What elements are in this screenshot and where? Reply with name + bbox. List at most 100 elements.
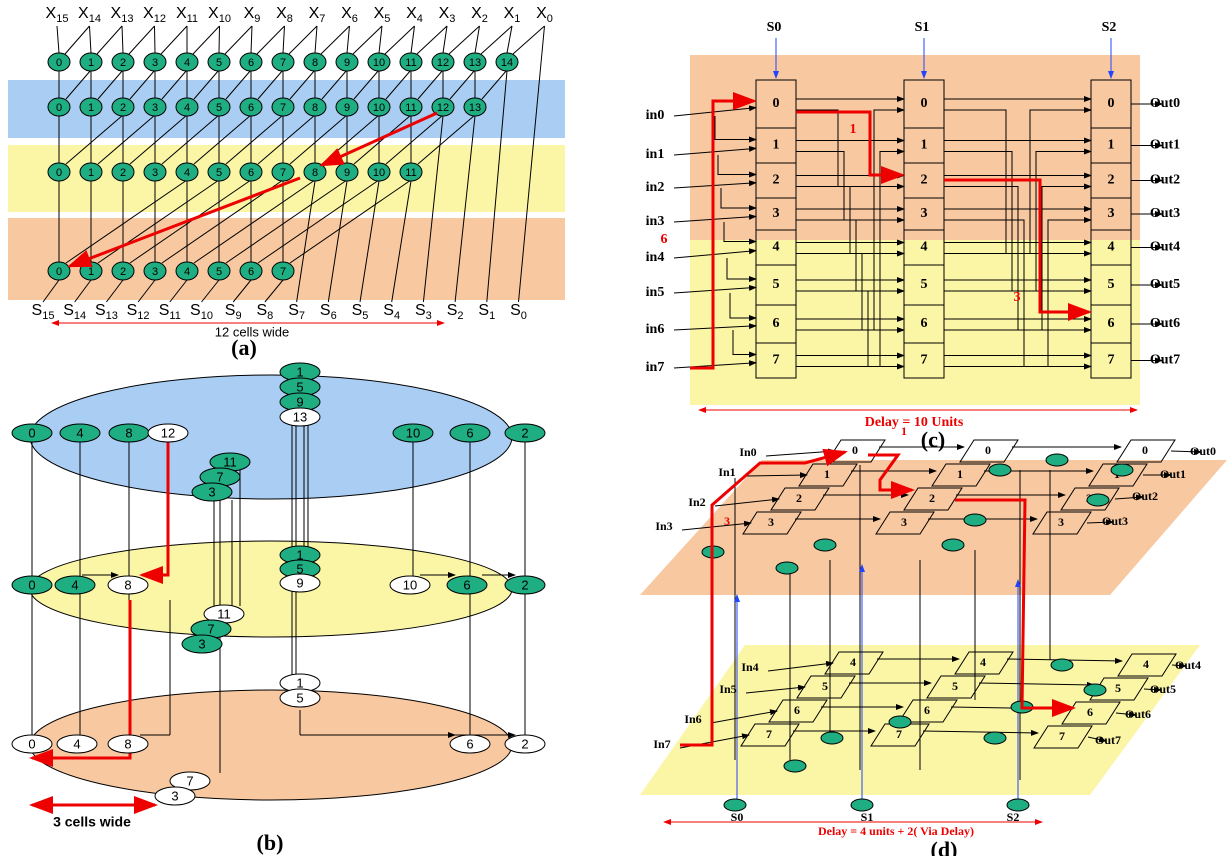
node-label: 6 — [466, 425, 473, 440]
output-label: Out6 — [1150, 316, 1180, 331]
node-label: 5 — [216, 167, 222, 179]
via — [1084, 684, 1106, 696]
node-label: 0 — [28, 425, 35, 440]
io-label: X1 — [504, 5, 521, 25]
cell-label: 6 — [1108, 316, 1115, 331]
select-label: S1 — [915, 20, 930, 35]
node-label: 3 — [171, 788, 178, 803]
output-label: Out2 — [1132, 489, 1158, 503]
via — [821, 732, 843, 744]
path-label: 3 — [724, 514, 730, 528]
io-label: X4 — [406, 5, 423, 25]
connector — [443, 26, 447, 53]
connector — [347, 26, 350, 53]
cell-label: 0 — [773, 96, 780, 111]
cell-label: 4 — [921, 240, 928, 255]
cell-label: 7 — [1059, 729, 1065, 743]
io-label: X5 — [374, 5, 391, 25]
cell-label: 6 — [794, 703, 800, 717]
note: Delay = 10 Units — [865, 415, 964, 430]
node-label: 6 — [248, 102, 254, 114]
select-label: S0 — [767, 20, 782, 35]
cell-label: 4 — [980, 655, 986, 669]
cell-label: 3 — [773, 206, 780, 221]
cell-label: 2 — [796, 491, 802, 505]
cell-label: 4 — [773, 240, 780, 255]
node-label: 9 — [344, 102, 350, 114]
cell-label: 2 — [929, 491, 935, 505]
cell-label: 3 — [901, 515, 907, 529]
node-label: 4 — [184, 102, 190, 114]
via — [1087, 494, 1109, 506]
layer-bottom — [30, 690, 512, 800]
connector — [155, 26, 156, 53]
node-label: 2 — [120, 167, 126, 179]
input-label: in6 — [646, 322, 665, 337]
output-label: Out1 — [1150, 138, 1180, 153]
node-label: 4 — [184, 167, 190, 179]
via — [964, 514, 986, 526]
via — [1046, 454, 1068, 466]
cell-label: 6 — [924, 703, 930, 717]
output-label: Out6 — [1125, 707, 1151, 721]
node-label: 4 — [184, 57, 190, 69]
figure: X15X14X13X12X11X10X9X8X7X6X5X4X3X2X1X0S1… — [0, 0, 1231, 856]
input-label: in5 — [646, 285, 665, 300]
connector — [289, 26, 317, 54]
cell-label: 0 — [921, 96, 928, 111]
node-label: 2 — [120, 266, 126, 278]
cell-label: 4 — [850, 655, 856, 669]
input-label: in3 — [646, 214, 665, 229]
node-label: 2 — [521, 425, 528, 440]
io-label: X11 — [176, 5, 198, 25]
node-label: 3 — [198, 636, 205, 651]
output-label: Out5 — [1150, 277, 1180, 292]
output-label: Out0 — [1150, 96, 1180, 111]
io-label: S4 — [383, 302, 400, 322]
input-label: In4 — [741, 660, 758, 674]
input-label: In2 — [688, 495, 705, 509]
via — [984, 732, 1006, 744]
note: 3 cells wide — [53, 814, 131, 830]
io-label: S0 — [510, 302, 527, 322]
input-label: in2 — [646, 180, 665, 195]
node-label: 5 — [296, 690, 303, 705]
node-label: 13 — [293, 409, 307, 424]
connector — [385, 26, 415, 54]
cell-label: 5 — [952, 679, 958, 693]
node-label: 1 — [88, 167, 94, 179]
io-label: X7 — [309, 5, 326, 25]
node-label: 11 — [405, 102, 416, 114]
output-label: Out7 — [1150, 353, 1180, 368]
input-label: In5 — [719, 682, 736, 696]
connector — [315, 26, 317, 53]
node-label: 9 — [296, 394, 303, 409]
node-label: 1 — [296, 364, 303, 379]
input-label: In0 — [739, 445, 756, 459]
node-label: 4 — [184, 266, 190, 278]
connector — [193, 26, 220, 54]
cell-label: 2 — [921, 173, 928, 188]
node-label: 3 — [208, 484, 215, 499]
layer-mid — [30, 541, 512, 637]
input-label: in4 — [646, 250, 665, 265]
node-label: 3 — [152, 102, 158, 114]
node-label: 13 — [469, 57, 481, 69]
cell-label: 4 — [1143, 657, 1149, 671]
node-label: 2 — [521, 577, 528, 592]
input-label: In6 — [684, 712, 701, 726]
node-label: 9 — [296, 575, 303, 590]
cell-label: 1 — [773, 138, 780, 153]
output-label: Out4 — [1150, 240, 1180, 255]
cell-label: 0 — [985, 443, 991, 457]
node-label: 12 — [437, 102, 449, 114]
input-label: in1 — [646, 147, 665, 162]
via — [989, 464, 1011, 476]
node-label: 8 — [124, 736, 131, 751]
io-label: S9 — [225, 302, 242, 322]
cell-label: 1 — [1108, 138, 1115, 153]
node-label: 7 — [186, 773, 193, 788]
connector — [90, 26, 92, 53]
node-label: 11 — [405, 57, 416, 69]
node-label: 4 — [73, 736, 80, 751]
